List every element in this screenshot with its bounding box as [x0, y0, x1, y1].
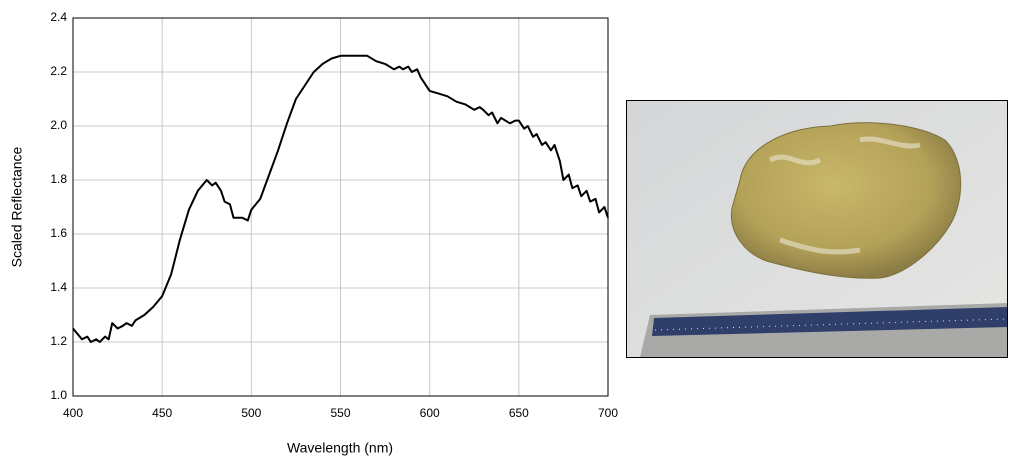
x-tick-label: 550 [330, 406, 350, 420]
plot-frame [72, 17, 609, 397]
data-line [72, 54, 609, 343]
y-tick-label: 2.2 [50, 64, 67, 78]
x-tick-label: 700 [598, 406, 618, 420]
y-tick-label: 1.4 [50, 280, 67, 294]
y-tick-label: 1.6 [50, 226, 67, 240]
x-tick-label: 400 [63, 406, 83, 420]
y-tick-label: 2.0 [50, 118, 67, 132]
x-axis-title: Wavelength (nm) [287, 440, 393, 456]
y-tick-label: 1.8 [50, 172, 67, 186]
x-tick-label: 450 [152, 406, 172, 420]
y-axis-title: Scaled Reflectance [9, 146, 25, 267]
photo [626, 100, 1008, 358]
ruler-scale [652, 307, 1008, 336]
rock [730, 122, 962, 279]
photo-frame [626, 100, 1008, 358]
rock-texture [768, 136, 921, 255]
x-tick-label: 600 [420, 406, 440, 420]
x-tick-label: 650 [509, 406, 529, 420]
x-tick-label: 500 [241, 406, 261, 420]
y-tick-label: 2.4 [50, 10, 67, 24]
y-tick-label: 1.2 [50, 334, 67, 348]
y-tick-label: 1.0 [50, 388, 67, 402]
